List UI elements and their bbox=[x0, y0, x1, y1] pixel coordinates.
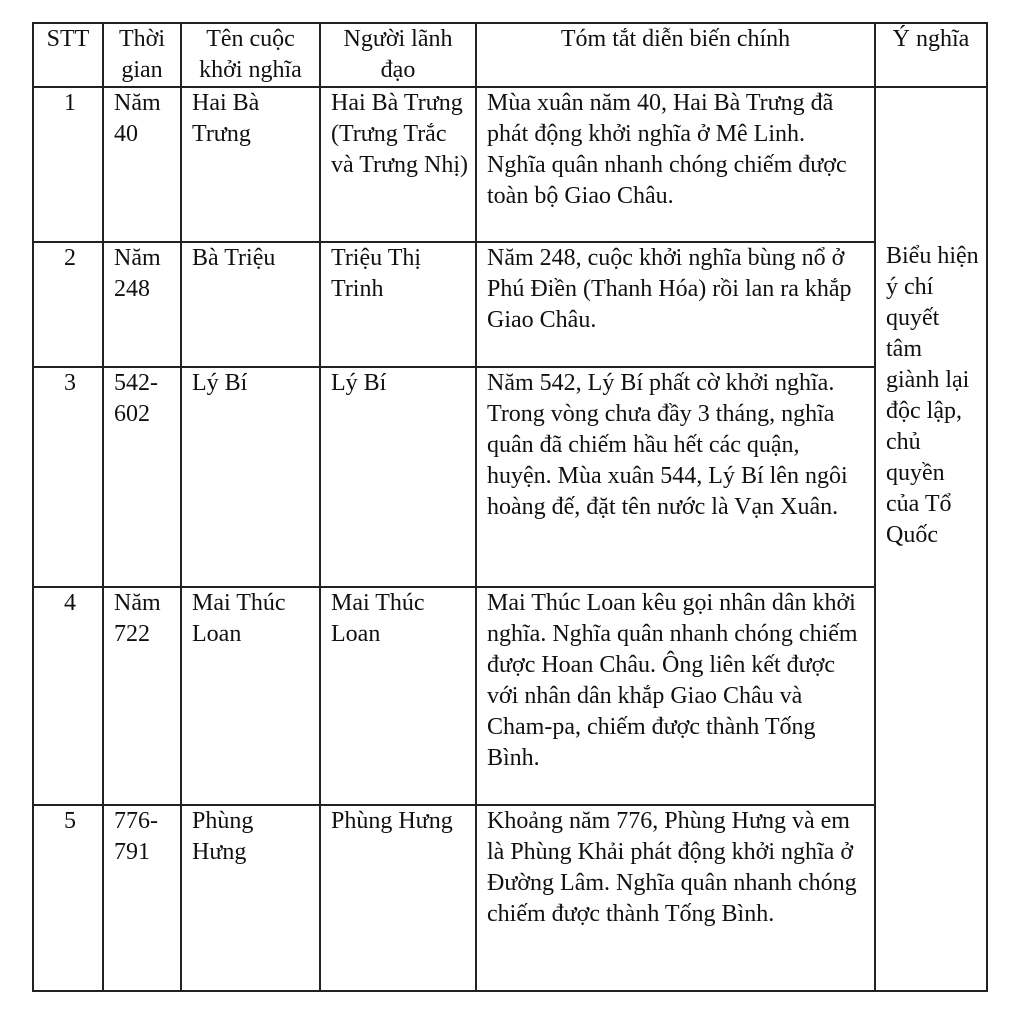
header-stt: STT bbox=[32, 22, 104, 88]
cell-time: Năm 248 bbox=[102, 241, 182, 368]
cell-stt: 5 bbox=[32, 804, 104, 992]
header-leader: Người lãnh đạo bbox=[319, 22, 477, 88]
cell-summary: Mùa xuân năm 40, Hai Bà Trưng đã phát độ… bbox=[475, 86, 876, 243]
cell-meaning: Biểu hiện ý chí quyết tâm giành lại độc … bbox=[874, 86, 988, 992]
header-summary: Tóm tắt diễn biến chính bbox=[475, 22, 876, 88]
cell-name: Lý Bí bbox=[180, 366, 321, 588]
cell-summary: Khoảng năm 776, Phùng Hưng và em là Phùn… bbox=[475, 804, 876, 992]
header-name: Tên cuộc khởi nghĩa bbox=[180, 22, 321, 88]
cell-leader: Hai Bà Trưng (Trưng Trắc và Trưng Nhị) bbox=[319, 86, 477, 243]
cell-summary: Mai Thúc Loan kêu gọi nhân dân khởi nghĩ… bbox=[475, 586, 876, 806]
cell-stt: 1 bbox=[32, 86, 104, 243]
cell-name: Mai Thúc Loan bbox=[180, 586, 321, 806]
cell-summary: Năm 542, Lý Bí phất cờ khởi nghĩa. Trong… bbox=[475, 366, 876, 588]
table-row: 2 Năm 248 Bà Triệu Triệu Thị Trinh Năm 2… bbox=[32, 241, 987, 368]
header-row: STT Thời gian Tên cuộc khởi nghĩa Người … bbox=[32, 22, 988, 88]
table-row: 1 Năm 40 Hai Bà Trưng Hai Bà Trưng (Trưn… bbox=[32, 86, 988, 992]
cell-time: 776-791 bbox=[102, 804, 182, 992]
cell-stt: 3 bbox=[32, 366, 104, 588]
cell-time: 542-602 bbox=[102, 366, 182, 588]
cell-leader: Triệu Thị Trinh bbox=[319, 241, 477, 368]
uprisings-table: STT Thời gian Tên cuộc khởi nghĩa Người … bbox=[32, 22, 988, 992]
table-row: 4 Năm 722 Mai Thúc Loan Mai Thúc Loan Ma… bbox=[32, 586, 987, 806]
header-time: Thời gian bbox=[102, 22, 182, 88]
cell-stt: 4 bbox=[32, 586, 104, 806]
cell-name: Bà Triệu bbox=[180, 241, 321, 368]
header-meaning: Ý nghĩa bbox=[874, 22, 988, 88]
cell-leader: Mai Thúc Loan bbox=[319, 586, 477, 806]
table-row: 3 542-602 Lý Bí Lý Bí Năm 542, Lý Bí phấ… bbox=[32, 366, 987, 588]
cell-name: Phùng Hưng bbox=[180, 804, 321, 992]
cell-leader: Lý Bí bbox=[319, 366, 477, 588]
cell-summary: Năm 248, cuộc khởi nghĩa bùng nổ ở Phú Đ… bbox=[475, 241, 876, 368]
table-row: 5 776-791 Phùng Hưng Phùng Hưng Khoảng n… bbox=[32, 804, 987, 992]
cell-time: Năm 40 bbox=[102, 86, 182, 243]
cell-name: Hai Bà Trưng bbox=[180, 86, 321, 243]
cell-time: Năm 722 bbox=[102, 586, 182, 806]
cell-leader: Phùng Hưng bbox=[319, 804, 477, 992]
cell-stt: 2 bbox=[32, 241, 104, 368]
